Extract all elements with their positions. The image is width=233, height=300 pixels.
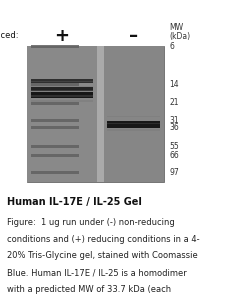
Bar: [31, 92, 93, 98]
Text: –: –: [129, 27, 138, 45]
Text: Blue. Human IL-17E / IL-25 is a homodimer: Blue. Human IL-17E / IL-25 is a homodime…: [7, 268, 187, 277]
Text: 31: 31: [169, 116, 179, 125]
Bar: [107, 116, 160, 117]
Bar: [31, 90, 93, 92]
Bar: [31, 45, 79, 48]
Bar: [31, 81, 93, 82]
Bar: [31, 171, 79, 174]
Text: 20% Tris-Glycine gel, stained with Coomassie: 20% Tris-Glycine gel, stained with Cooma…: [7, 251, 198, 260]
Text: 36: 36: [169, 123, 179, 132]
Text: 66: 66: [169, 151, 179, 160]
Text: MW: MW: [169, 23, 183, 32]
Bar: [27, 46, 164, 182]
Bar: [107, 123, 160, 124]
Text: Reduced:: Reduced:: [0, 31, 18, 40]
Bar: [27, 46, 96, 182]
Text: Figure:  1 ug run under (-) non-reducing: Figure: 1 ug run under (-) non-reducing: [7, 218, 175, 227]
Text: 55: 55: [169, 142, 179, 151]
Bar: [104, 46, 164, 182]
Text: 97: 97: [169, 168, 179, 177]
Bar: [31, 80, 93, 83]
Bar: [107, 129, 160, 131]
Bar: [31, 126, 79, 129]
Text: +: +: [55, 27, 69, 45]
Bar: [31, 146, 79, 148]
Bar: [31, 119, 79, 122]
Bar: [107, 122, 160, 128]
Text: (kDa): (kDa): [169, 32, 190, 40]
Text: conditions and (+) reducing conditions in a 4-: conditions and (+) reducing conditions i…: [7, 235, 200, 244]
Text: 14: 14: [169, 80, 179, 89]
Bar: [31, 85, 93, 87]
Text: Human IL-17E / IL-25 Gel: Human IL-17E / IL-25 Gel: [7, 197, 142, 207]
Text: 6: 6: [169, 41, 174, 50]
Bar: [31, 83, 79, 86]
Bar: [31, 95, 93, 97]
Bar: [31, 154, 79, 157]
Bar: [31, 100, 93, 102]
Text: 21: 21: [169, 98, 179, 107]
Bar: [96, 46, 104, 182]
Bar: [31, 102, 79, 105]
Text: with a predicted MW of 33.7 kDa (each: with a predicted MW of 33.7 kDa (each: [7, 285, 171, 294]
Bar: [31, 87, 93, 91]
